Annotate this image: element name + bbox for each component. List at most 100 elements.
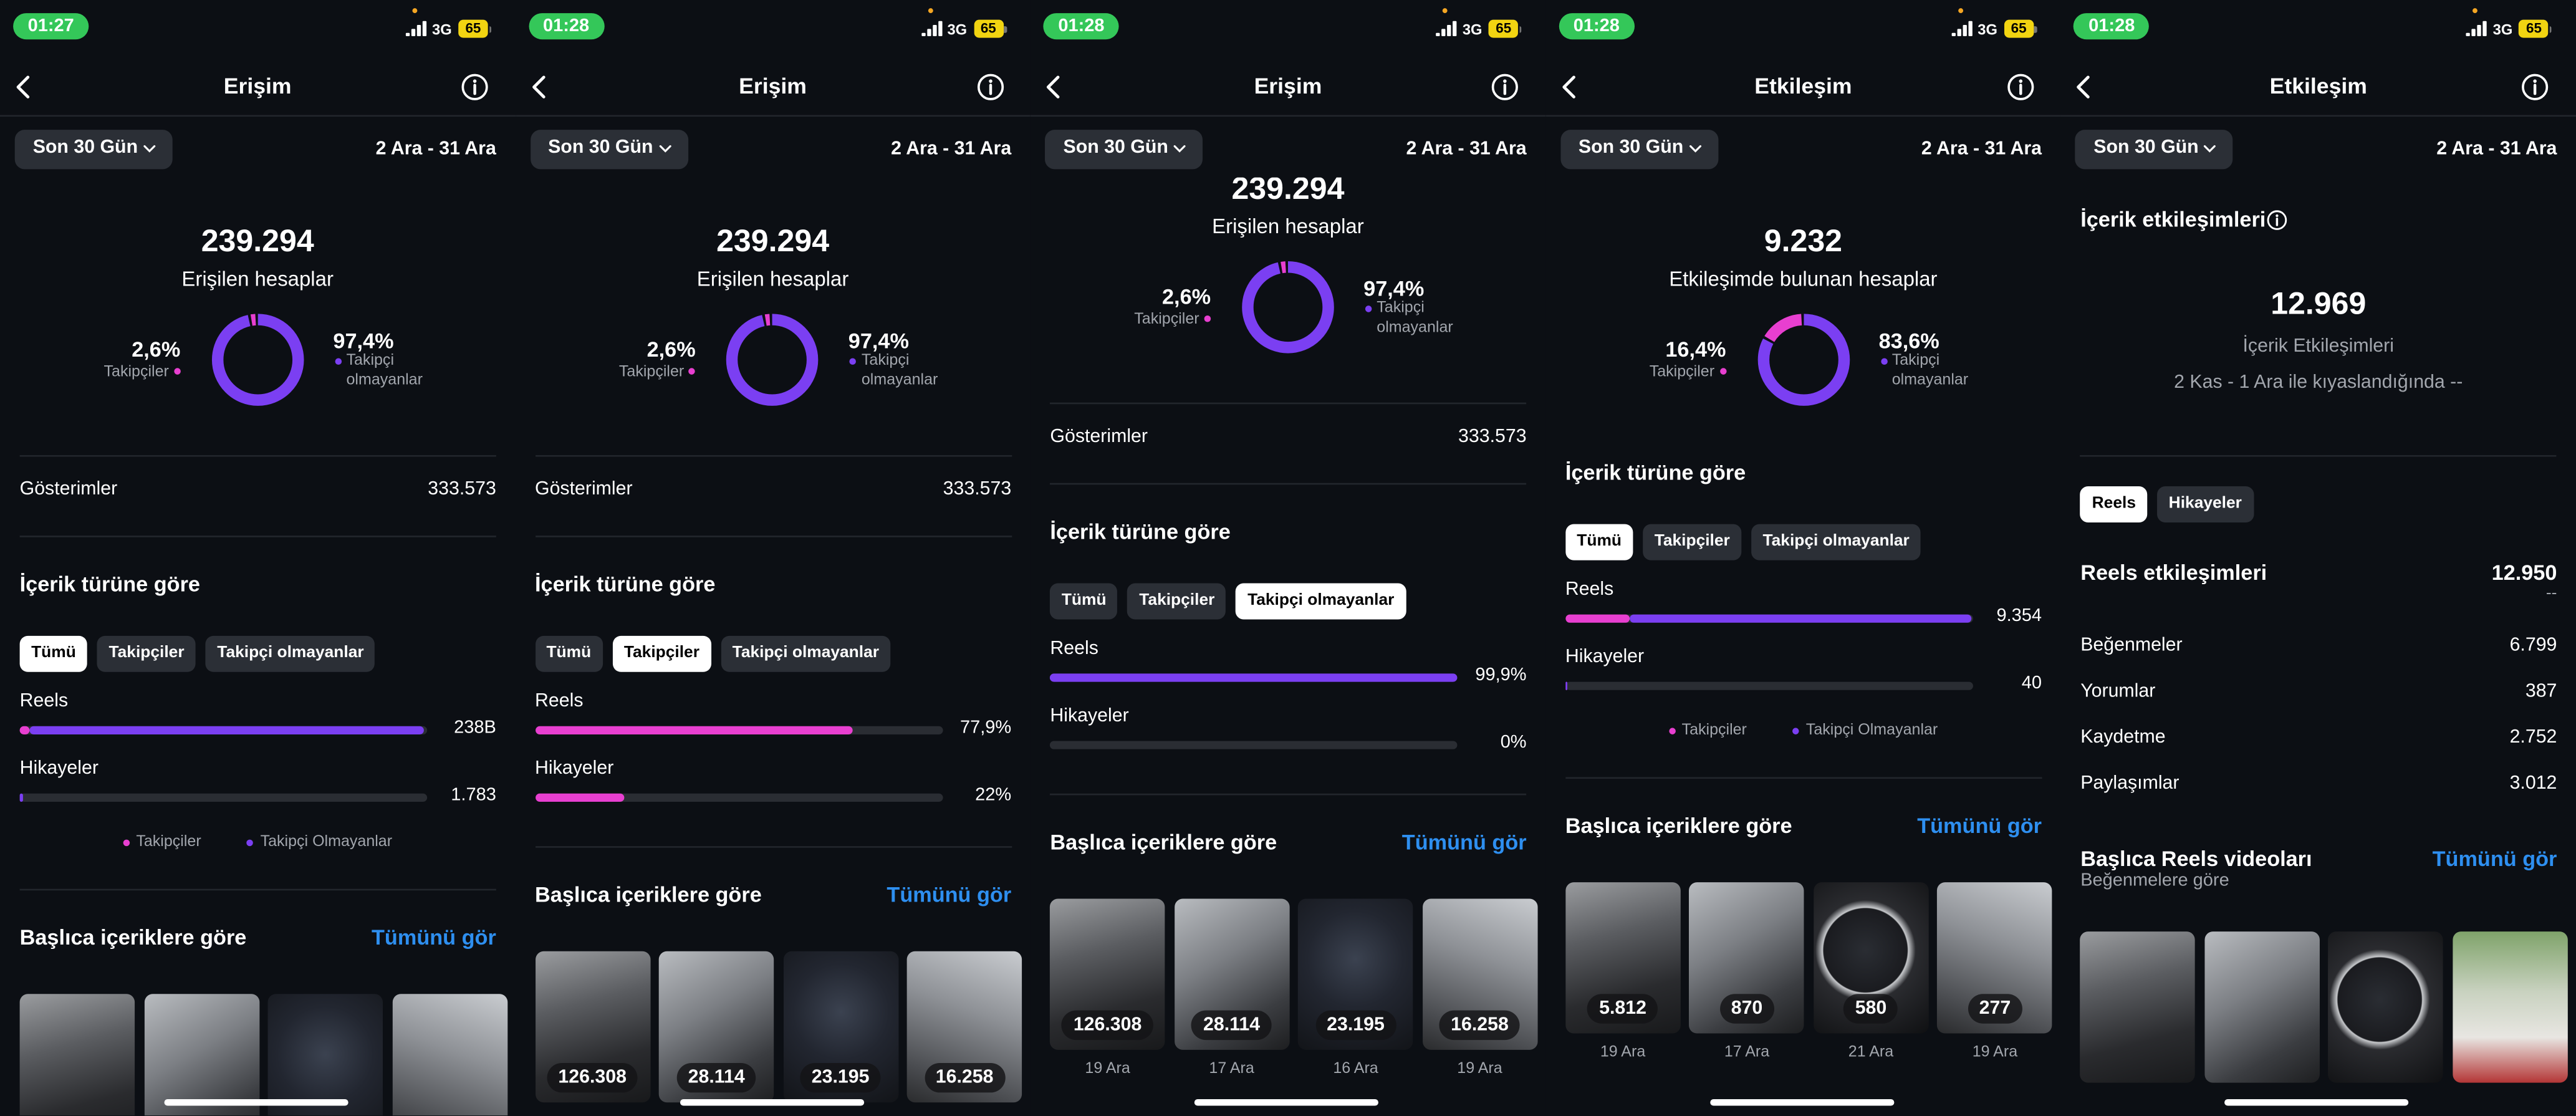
divider — [19, 888, 496, 890]
content-thumbnail[interactable]: 126.308 — [535, 951, 650, 1103]
filter-chip[interactable]: Takipçi olmayanlar — [1751, 524, 1921, 560]
period-filter[interactable]: Son 30 Gün — [1045, 130, 1203, 170]
period-filter[interactable]: Son 30 Gün — [1560, 130, 1718, 170]
filter-chip[interactable]: Takipçiler — [1643, 524, 1742, 560]
battery: 65 — [1488, 19, 1519, 38]
content-thumbnail[interactable]: 23.195 — [1298, 898, 1413, 1050]
privacy-dot — [2473, 8, 2478, 14]
filter-chip[interactable]: Takipçi olmayanlar — [1236, 583, 1406, 620]
network-type: 3G — [1978, 21, 1997, 37]
filter-chip[interactable]: Reels — [2080, 486, 2148, 522]
donut-chart — [726, 314, 819, 406]
period-filter[interactable]: Son 30 Gün — [530, 130, 688, 170]
metric-badge: 16.258 — [924, 1062, 1005, 1093]
info-ring — [2522, 74, 2549, 100]
content-thumbnail[interactable] — [2453, 931, 2568, 1083]
bar-segment — [19, 725, 31, 734]
donut-name: Takipçiler — [103, 363, 169, 382]
see-all-link[interactable]: Tümünü gör — [887, 882, 1012, 908]
content-thumbnail[interactable]: 126.308 — [1050, 898, 1165, 1050]
content-thumbnail[interactable]: 28.114 — [1174, 898, 1289, 1050]
screen-title: Erişim — [223, 74, 292, 99]
donut-value-right: 83,6% — [1878, 329, 1939, 354]
bar-value: 40 — [2021, 674, 2042, 695]
battery-level: 65 — [465, 19, 481, 36]
see-all-link[interactable]: Tümünü gör — [372, 925, 496, 950]
signal-bar — [422, 21, 427, 36]
back-button[interactable] — [1045, 75, 1061, 99]
divider — [1050, 402, 1527, 404]
signal-bar — [1447, 25, 1451, 36]
divider — [535, 846, 1012, 848]
status-time: 01:28 — [1058, 16, 1105, 36]
content-thumbnail[interactable] — [2080, 931, 2196, 1083]
filter-chip[interactable]: Tümü — [1050, 583, 1118, 620]
see-all-link[interactable]: Tümünü gör — [1917, 813, 2042, 839]
filter-chip[interactable]: Tümü — [19, 635, 88, 672]
filter-chip[interactable]: Takipçiler — [1127, 583, 1226, 620]
privacy-dot — [1443, 8, 1448, 14]
donut-value-right: 97,4% — [333, 329, 394, 354]
content-thumbnail[interactable]: 16.258 — [906, 951, 1022, 1103]
back-button[interactable] — [2075, 75, 2092, 99]
status-time-pill: 01:28 — [1559, 13, 1635, 40]
filter-chip[interactable]: Takipçiler — [97, 635, 196, 672]
period-filter[interactable]: Son 30 Gün — [14, 130, 173, 170]
info-button[interactable] — [2522, 74, 2549, 100]
bar-label: Reels — [535, 691, 584, 712]
dropdown-chevron — [143, 145, 156, 153]
summary-label: Erişilen hesaplar — [181, 267, 334, 291]
content-thumbnail[interactable]: 23.195 — [782, 951, 898, 1103]
status-time-pill: 01:27 — [13, 13, 89, 40]
content-thumbnail[interactable]: 28.114 — [658, 951, 774, 1103]
content-thumbnail[interactable] — [143, 994, 259, 1116]
content-thumbnail[interactable] — [2328, 931, 2444, 1083]
content-thumbnail[interactable]: 16.258 — [1422, 898, 1537, 1050]
back-button[interactable] — [530, 75, 546, 99]
badge-wrap: 126.308 — [1050, 1010, 1165, 1041]
back-button[interactable] — [1560, 75, 1577, 99]
content-thumbnail[interactable]: 870 — [1689, 882, 1805, 1034]
donut-chart — [1757, 314, 1850, 406]
filter-chip[interactable]: Takipçi olmayanlar — [205, 635, 376, 672]
see-all-link[interactable]: Tümünü gör — [2432, 846, 2557, 872]
info-button[interactable] — [461, 74, 488, 100]
divider — [535, 536, 1012, 537]
network-type: 3G — [947, 21, 968, 37]
metric-badge: 126.308 — [1062, 1010, 1153, 1041]
divider — [1050, 793, 1527, 795]
filter-chip[interactable]: Tümü — [535, 635, 603, 672]
badge-wrap: 277 — [1938, 994, 2052, 1024]
content-thumbnail[interactable]: 277 — [1937, 882, 2053, 1034]
thumbnail-date: 19 Ara — [1457, 1060, 1502, 1079]
signal-bar — [405, 32, 410, 36]
filter-chip[interactable]: Hikayeler — [2157, 486, 2254, 522]
battery-nub — [2549, 25, 2552, 32]
content-thumbnail[interactable]: 5.812 — [1565, 882, 1681, 1034]
see-all-link[interactable]: Tümünü gör — [1401, 830, 1527, 855]
filter-chip[interactable]: Takipçi olmayanlar — [721, 635, 891, 672]
content-thumbnail[interactable] — [267, 994, 383, 1116]
screen-title: Erişim — [739, 74, 807, 99]
list-label: Paylaşımlar — [2080, 774, 2180, 794]
bar-value: 22% — [975, 786, 1012, 806]
signal-bar — [1951, 32, 1956, 36]
info-button[interactable] — [1492, 74, 1519, 100]
back-chevron — [1047, 75, 1060, 99]
period-filter[interactable]: Son 30 Gün — [2075, 130, 2234, 170]
info-button[interactable] — [976, 74, 1004, 100]
phone-screen: 01:28 3G 65 Erişim Son 30 Gün 2 Ara - 31 Ara 2… — [515, 0, 1031, 1116]
info-button[interactable] — [2007, 74, 2034, 100]
list-value: 3.012 — [2509, 774, 2557, 794]
filter-chip[interactable]: Tümü — [1565, 524, 1633, 560]
content-thumbnail[interactable] — [392, 994, 507, 1116]
divider — [535, 455, 1012, 457]
content-thumbnail[interactable] — [2204, 931, 2320, 1083]
bar-track — [1050, 740, 1458, 749]
back-button[interactable] — [15, 75, 31, 99]
content-thumbnail[interactable]: 580 — [1813, 882, 1929, 1034]
filter-chip[interactable]: Takipçiler — [612, 635, 711, 672]
content: 239.294 Erişilen hesaplar 2,6% Takipçiler 97… — [515, 178, 1030, 1116]
content-thumbnail[interactable] — [19, 994, 135, 1116]
